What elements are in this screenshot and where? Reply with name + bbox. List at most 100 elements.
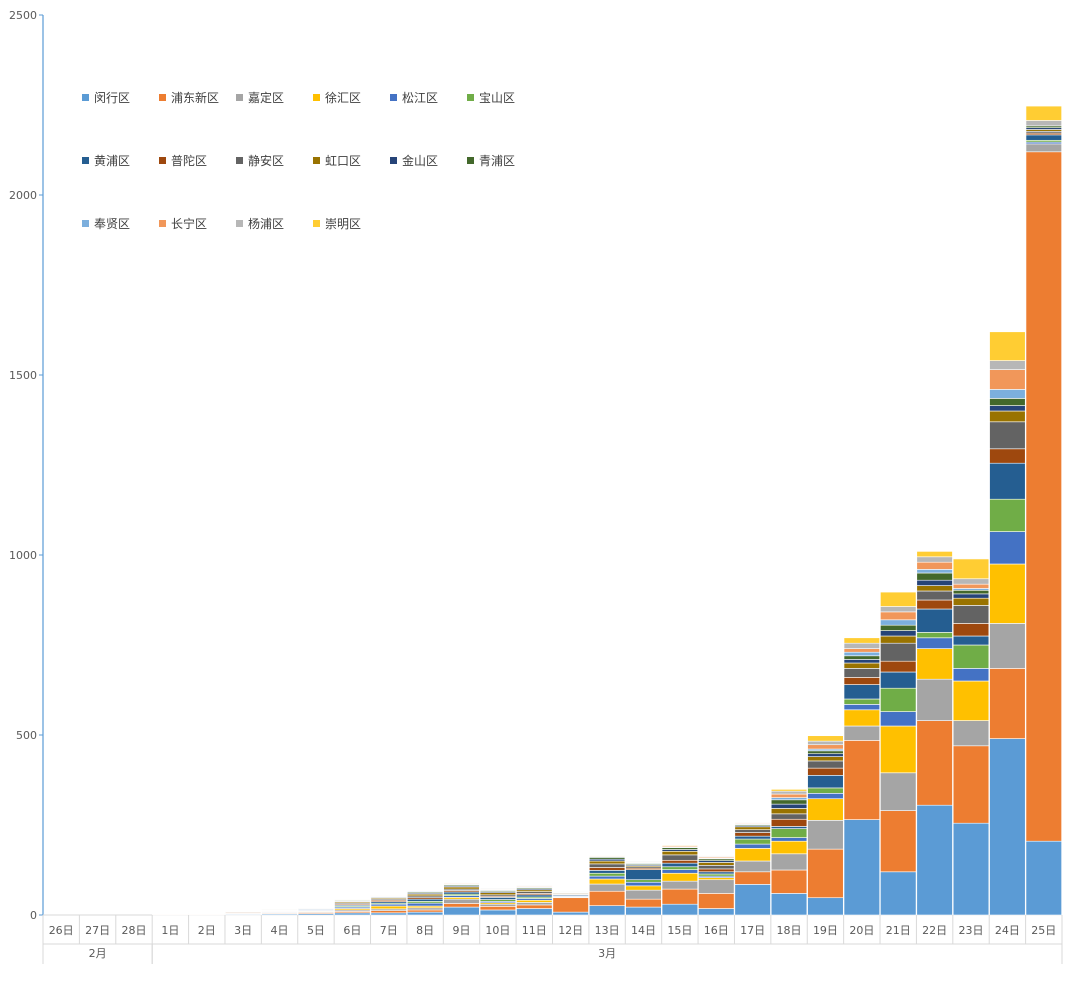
bar-segment	[770, 837, 808, 842]
bar-segment	[698, 873, 735, 877]
bar-segment	[661, 903, 698, 916]
bar-segment	[770, 799, 808, 805]
bar-segment	[406, 907, 444, 911]
bar-segment	[843, 648, 880, 653]
legend-label: 虹口区	[325, 154, 361, 168]
bar-segment	[807, 753, 844, 757]
bar-segment	[880, 635, 917, 644]
bar-segment	[989, 389, 1026, 399]
bar-segment	[843, 651, 880, 657]
bar-segment	[952, 558, 990, 580]
bar-segment	[807, 756, 844, 762]
bar-segment	[843, 677, 880, 685]
legend-item: 青浦区	[467, 154, 515, 168]
bar-segment	[370, 910, 407, 914]
legend-item: 浦东新区	[159, 90, 219, 105]
bar-segment	[952, 605, 990, 624]
bar-segment	[516, 902, 553, 906]
legend-swatch	[159, 220, 166, 227]
bar-segment	[1025, 151, 1062, 842]
legend-label: 奉贤区	[94, 217, 130, 231]
bar-segment	[1025, 840, 1062, 916]
bar-segment	[734, 826, 771, 830]
bar-segment	[625, 879, 662, 883]
x-tick-label: 27日	[85, 924, 110, 937]
legend-item: 徐汇区	[313, 90, 361, 105]
bar-segment	[880, 725, 917, 774]
bar-segment	[443, 891, 480, 895]
bar-segment	[1025, 143, 1062, 153]
bar-segment	[807, 750, 844, 755]
legend-item: 虹口区	[313, 154, 361, 168]
bar-segment	[698, 865, 735, 870]
bar-segment	[1025, 105, 1062, 121]
x-tick-label: 17日	[740, 924, 765, 937]
legend-swatch	[313, 157, 320, 164]
bar-segment	[880, 611, 917, 621]
bar-segment	[916, 590, 953, 601]
bar-segment	[661, 854, 698, 861]
bar-segment	[479, 906, 517, 911]
bar-segment	[734, 829, 771, 833]
bar-segment	[880, 619, 917, 626]
bar-segment	[880, 660, 917, 673]
bar-segment	[843, 659, 880, 664]
legend-swatch	[467, 157, 474, 164]
legend-label: 崇明区	[325, 217, 361, 231]
bar-segment	[916, 599, 953, 610]
bar-segment	[770, 793, 808, 798]
x-tick-label: 12日	[558, 924, 583, 937]
bar-segment	[952, 589, 990, 595]
x-tick-label: 28日	[121, 924, 146, 937]
bar-segment	[807, 767, 844, 776]
bar-segment	[661, 850, 698, 856]
x-tick-label: 3日	[234, 924, 252, 937]
x-axis-ticks: 26日 27日 28日 1日 2日 3日 4日 5日 6日 7日 8日 9日 10日 11日 12日 13日 1…	[42, 915, 1063, 964]
bar-segment	[734, 835, 771, 840]
legend-item: 嘉定区	[236, 90, 284, 105]
x-tick-label: 21日	[886, 924, 911, 937]
bar-segment	[916, 551, 953, 558]
bar-segment	[479, 903, 517, 907]
bar-segment	[807, 820, 844, 850]
x-tick-label: 7日	[380, 924, 398, 937]
bar-segment	[406, 902, 444, 907]
bar-segment	[880, 630, 917, 637]
x-tick-label: 13日	[595, 924, 620, 937]
bar-segment	[734, 838, 771, 845]
legend-item: 奉贤区	[82, 217, 130, 231]
bar-segment	[770, 813, 808, 820]
bar-segment	[989, 405, 1026, 412]
legend-swatch	[82, 94, 89, 101]
bar-segment	[625, 889, 662, 900]
x-tick-label: 18日	[777, 924, 802, 937]
bar-segment	[807, 740, 844, 746]
bar-segment	[1025, 120, 1062, 127]
x-tick-label: 8日	[416, 924, 434, 937]
bar-segment	[807, 848, 844, 899]
legend-swatch	[236, 220, 243, 227]
bar-segment	[952, 583, 990, 589]
y-tick-label: 500	[16, 729, 37, 742]
bar-segment	[734, 843, 771, 849]
bar-segment	[588, 905, 626, 916]
legend-label: 嘉定区	[248, 90, 284, 105]
bar-segment	[916, 569, 953, 574]
bar-segment	[952, 593, 990, 599]
x-tick-label: 22日	[922, 924, 947, 937]
legend-swatch	[159, 157, 166, 164]
bar-segment	[880, 591, 917, 607]
bar-segment	[588, 890, 626, 906]
bar-segment	[552, 897, 589, 913]
bar-segment	[916, 579, 953, 586]
x-tick-label: 24日	[995, 924, 1020, 937]
bar-segment	[770, 789, 808, 792]
x-tick-label: 5日	[307, 924, 325, 937]
bar-segment	[952, 668, 990, 682]
bar-segment	[770, 808, 808, 815]
bar-segment	[661, 862, 698, 868]
bar-segment	[843, 662, 880, 669]
bar-segment	[807, 798, 844, 821]
bar-segment	[698, 868, 735, 873]
